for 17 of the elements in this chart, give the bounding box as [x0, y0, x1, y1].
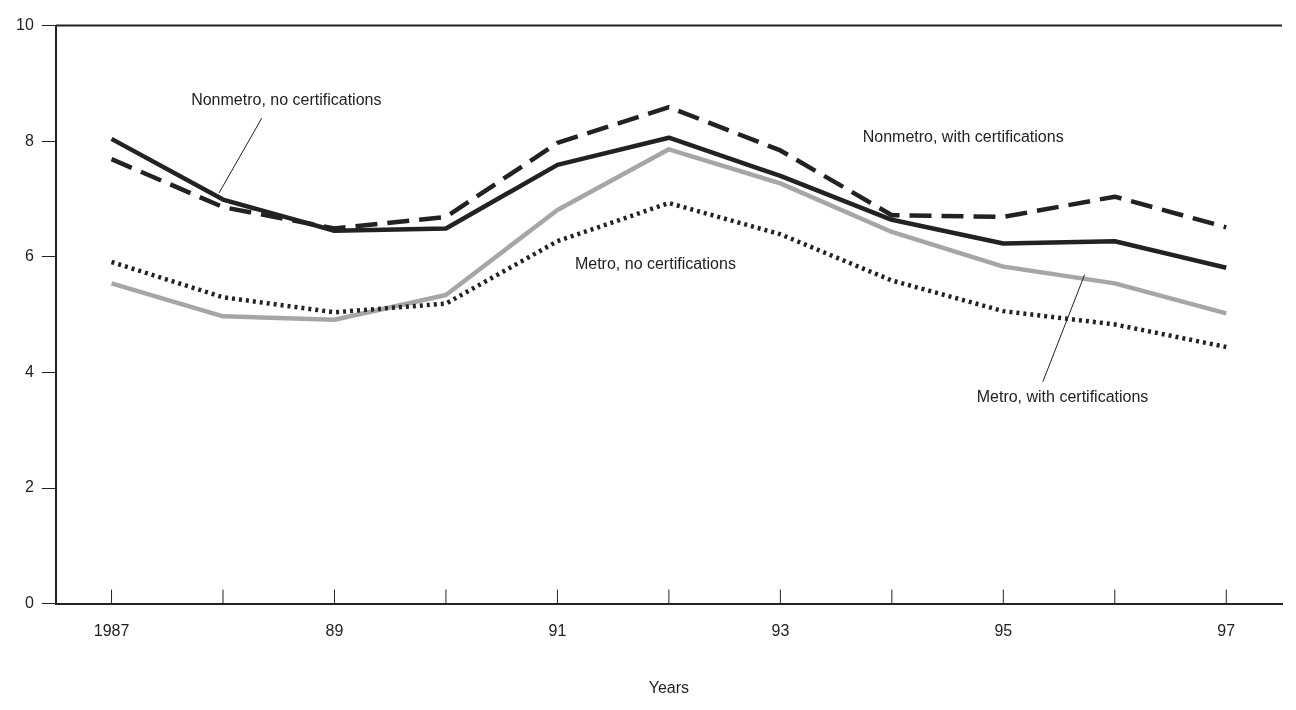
text: Metro, with certifications — [976, 387, 1149, 405]
x-tick-label: 1987 — [93, 621, 130, 639]
y-tick-label: 6 — [24, 247, 34, 265]
text: Nonmetro, no certifications — [191, 90, 382, 108]
x-tick-label: 97 — [1217, 621, 1236, 639]
x-tick-label: 89 — [325, 621, 344, 639]
x-axis-title: Years — [648, 678, 690, 696]
y-tick-label: 0 — [24, 594, 34, 612]
y-tick-label: 2 — [24, 478, 34, 496]
x-tick-label: 95 — [994, 621, 1013, 639]
y-tick-label: 10 — [16, 16, 34, 34]
y-tick-label: 4 — [24, 362, 34, 380]
x-tick-label: 91 — [548, 621, 567, 639]
y-tick-label: 8 — [24, 131, 34, 149]
text: Nonmetro, with certifications — [862, 128, 1064, 146]
series-label: Metro, no certifications — [574, 255, 736, 273]
x-tick-label: 93 — [771, 621, 790, 639]
